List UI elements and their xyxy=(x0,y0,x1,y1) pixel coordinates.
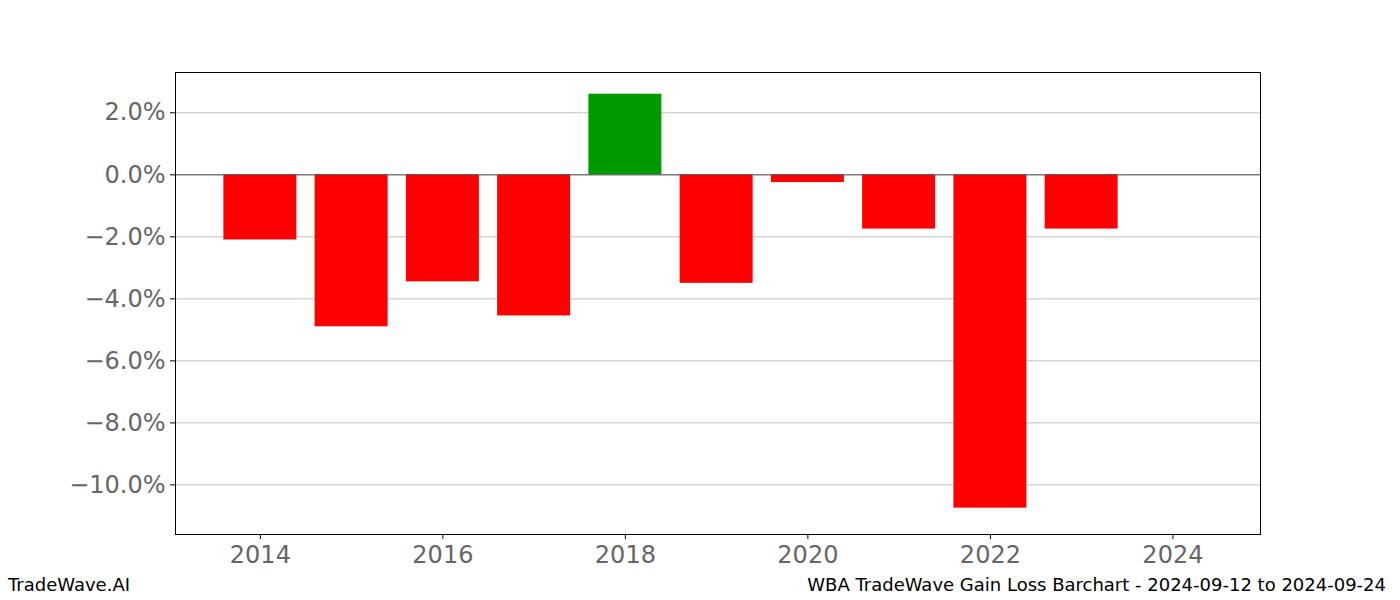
svg-text:2014: 2014 xyxy=(230,541,291,569)
html-text:WBA TradeWave Gain Loss Barcha: WBA TradeWave Gain Loss Barchart - 2024-… xyxy=(807,574,1386,595)
svg-text:−2.0%: −2.0% xyxy=(84,223,165,251)
svg-text:2020: 2020 xyxy=(777,541,838,569)
svg-text:2016: 2016 xyxy=(412,541,473,569)
svg-text:−6.0%: −6.0% xyxy=(84,347,165,375)
svg-text:−10.0%: −10.0% xyxy=(69,471,165,499)
svg-text:2.0%: 2.0% xyxy=(105,98,166,126)
svg-text:−8.0%: −8.0% xyxy=(84,409,165,437)
svg-text:2022: 2022 xyxy=(960,541,1021,569)
svg-text:2024: 2024 xyxy=(1142,541,1203,569)
svg-text:0.0%: 0.0% xyxy=(105,161,166,189)
html-text:TradeWave.AI: TradeWave.AI xyxy=(8,574,130,595)
svg-text:2018: 2018 xyxy=(595,541,656,569)
svg-text:−4.0%: −4.0% xyxy=(84,285,165,313)
